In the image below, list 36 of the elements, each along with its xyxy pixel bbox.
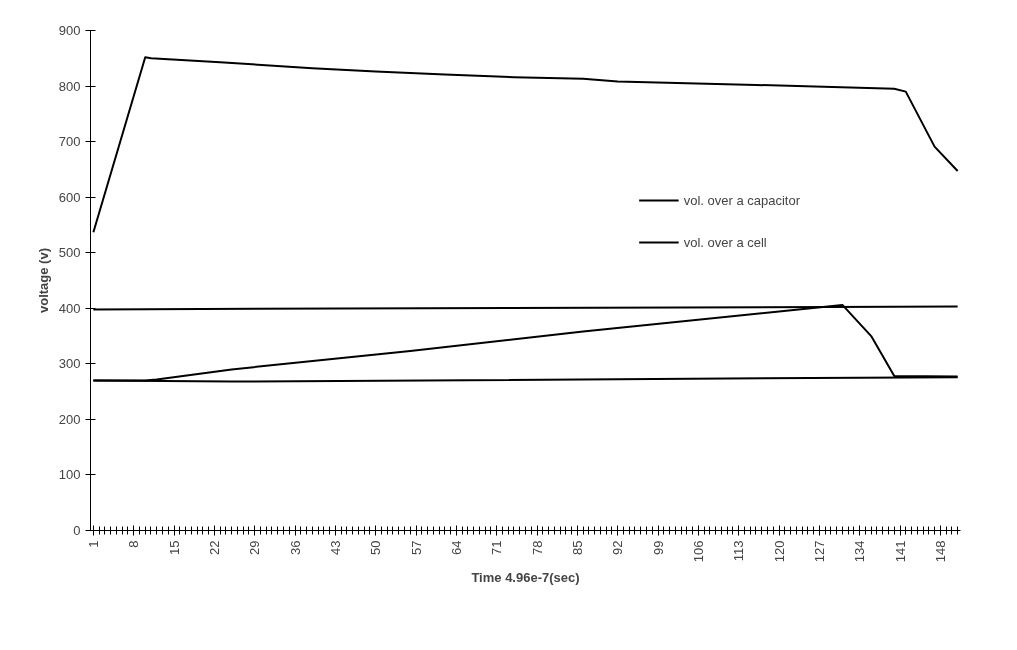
x-tick-label: 92 [610, 540, 626, 555]
y-tick-label: 100 [58, 467, 81, 483]
x-tick-label: 22 [206, 540, 222, 555]
legend-label: vol. over a cell [683, 234, 767, 250]
x-tick-label: 1 [85, 540, 101, 548]
x-tick-label: 64 [448, 540, 464, 555]
y-tick-label: 500 [58, 245, 81, 261]
x-tick-label: 120 [771, 540, 787, 563]
x-tick-label: 71 [489, 540, 505, 555]
x-tick-label: 43 [327, 540, 343, 555]
x-tick-label: 15 [166, 540, 182, 555]
y-tick-label: 600 [58, 189, 81, 205]
x-tick-label: 113 [731, 540, 747, 562]
x-axis-title: Time 4.96e-7(sec) [471, 570, 580, 586]
x-tick-label: 50 [368, 540, 384, 555]
x-tick-label: 106 [690, 540, 706, 563]
x-tick-label: 29 [247, 540, 263, 555]
y-tick-label: 900 [58, 23, 81, 38]
x-tick-label: 57 [408, 540, 424, 555]
x-tick-label: 36 [287, 540, 303, 555]
y-tick-label: 700 [58, 134, 81, 150]
y-axis-title: voltage (v) [35, 247, 51, 314]
x-tick-label: 85 [569, 540, 585, 555]
y-tick-label: 0 [73, 523, 81, 538]
x-tick-label: 99 [650, 540, 666, 555]
y-tick-label: 300 [58, 356, 81, 372]
y-tick-label: 200 [58, 411, 81, 427]
y-tick-label: 400 [58, 300, 81, 316]
x-tick-label: 141 [892, 540, 908, 563]
x-tick-label: 8 [126, 540, 142, 548]
x-tick-label: 127 [811, 540, 827, 563]
x-tick-label: 78 [529, 540, 545, 555]
x-tick-label: 148 [932, 540, 948, 563]
x-tick-label: 134 [852, 540, 868, 563]
y-tick-label: 800 [58, 78, 81, 94]
legend-label: vol. over a capacitor [683, 192, 800, 208]
